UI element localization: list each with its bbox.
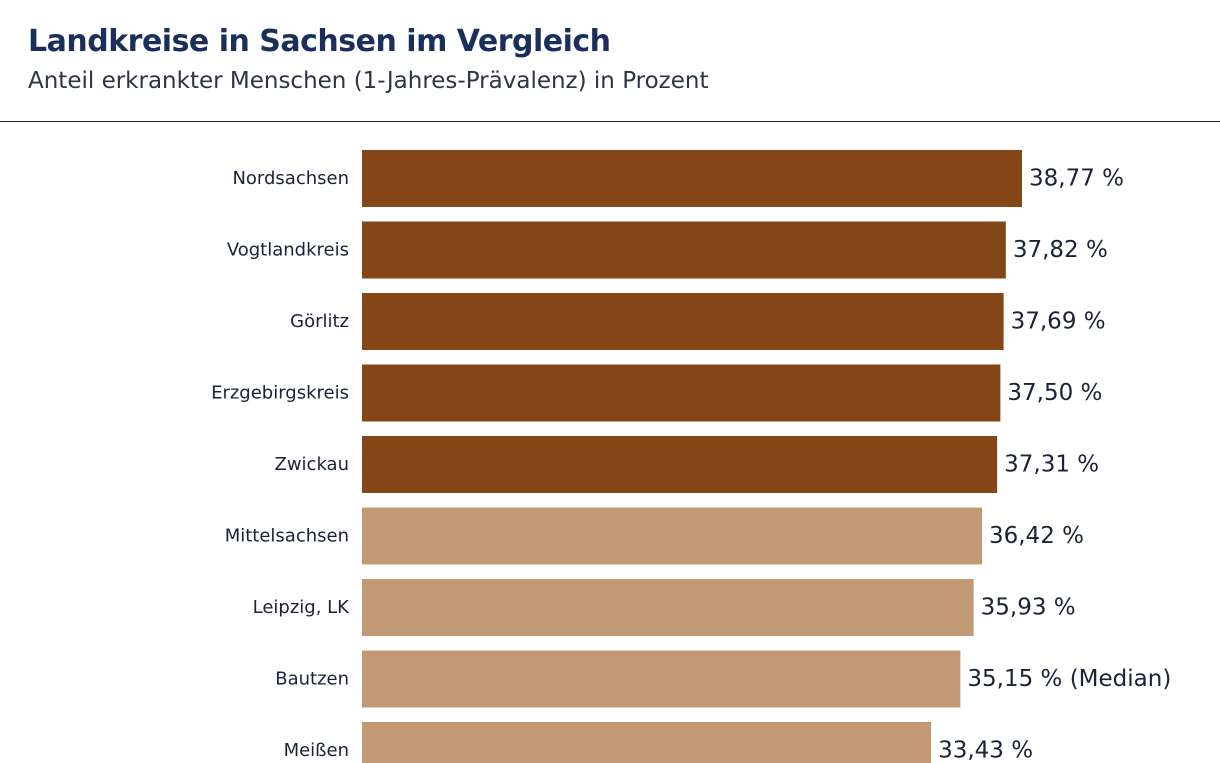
chart-title: Landkreise in Sachsen im Vergleich — [28, 24, 611, 59]
bar — [362, 650, 961, 708]
category-label: Zwickau — [275, 454, 350, 475]
bar — [362, 722, 932, 763]
value-label: 33,43 % — [938, 738, 1033, 763]
bar-row: Bautzen 35,15 % (Median) — [275, 650, 1171, 708]
bar-row: Vogtlandkreis 37,82 % — [227, 221, 1108, 279]
value-label: 36,42 % — [989, 523, 1084, 549]
bar-row: Leipzig, LK 35,93 % — [253, 579, 1076, 636]
bar-row: Nordsachsen 38,77 % — [232, 150, 1124, 207]
value-label: 38,77 % — [1029, 166, 1124, 192]
category-label: Bautzen — [275, 669, 349, 690]
value-label: 35,15 % (Median) — [967, 666, 1171, 692]
category-label: Nordsachsen — [232, 168, 349, 189]
header-divider — [0, 121, 1220, 122]
bar-row: Görlitz 37,69 % — [290, 293, 1106, 350]
value-label: 37,50 % — [1007, 380, 1102, 406]
bar-row: Erzgebirgskreis 37,50 % — [211, 364, 1102, 422]
category-label: Mittelsachsen — [225, 526, 349, 547]
value-label: 37,69 % — [1011, 309, 1106, 335]
category-label: Görlitz — [290, 311, 349, 332]
bar — [362, 221, 1006, 279]
category-label: Leipzig, LK — [253, 597, 351, 618]
bar-row: Meißen 33,43 % — [284, 722, 1033, 763]
chart-subtitle: Anteil erkrankter Menschen (1-Jahres-Prä… — [28, 68, 709, 94]
bar — [362, 507, 982, 565]
value-label: 37,82 % — [1013, 237, 1108, 263]
bar — [362, 293, 1004, 350]
bar — [362, 364, 1001, 422]
category-label: Meißen — [284, 740, 349, 761]
value-label: 35,93 % — [981, 595, 1076, 621]
bar-row: Mittelsachsen 36,42 % — [225, 507, 1084, 565]
category-label: Vogtlandkreis — [227, 240, 349, 261]
bar — [362, 150, 1022, 207]
bar — [362, 436, 998, 493]
bar-row: Zwickau 37,31 % — [275, 436, 1099, 493]
category-label: Erzgebirgskreis — [211, 383, 349, 404]
bar — [362, 579, 974, 636]
value-label: 37,31 % — [1004, 452, 1099, 478]
